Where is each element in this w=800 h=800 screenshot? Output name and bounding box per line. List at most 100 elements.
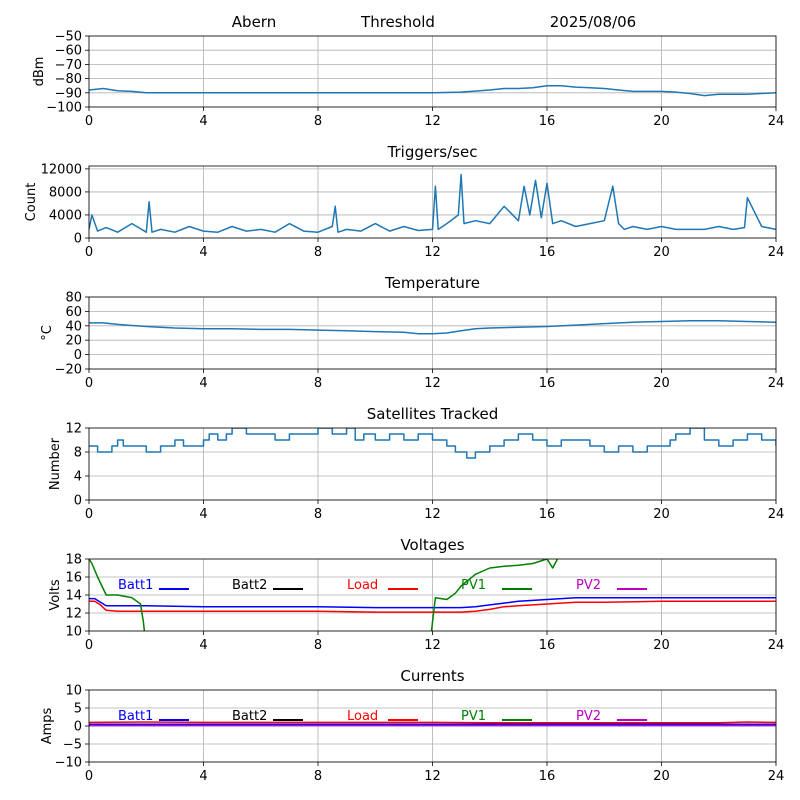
y-axis-label: dBm bbox=[32, 57, 47, 87]
y-tick-label: 40 bbox=[65, 319, 82, 334]
x-tick-label: 4 bbox=[199, 769, 207, 784]
chart-title-part: 2025/08/06 bbox=[550, 13, 636, 31]
x-tick-label: 20 bbox=[653, 507, 670, 522]
x-tick-label: 8 bbox=[314, 638, 322, 653]
series-line-load bbox=[89, 600, 776, 613]
x-tick-label: 12 bbox=[424, 245, 441, 260]
chart-title: Triggers/sec bbox=[387, 143, 478, 161]
x-tick-label: 16 bbox=[539, 507, 556, 522]
x-tick-label: 24 bbox=[768, 638, 785, 653]
legend-label: PV2 bbox=[576, 709, 601, 724]
x-tick-label: 16 bbox=[539, 638, 556, 653]
y-tick-label: 8 bbox=[74, 446, 82, 461]
x-tick-label: 12 bbox=[424, 376, 441, 391]
y-tick-label: 12 bbox=[65, 422, 82, 437]
legend-label: PV2 bbox=[576, 578, 601, 593]
x-tick-label: 4 bbox=[199, 507, 207, 522]
legend-label: Batt2 bbox=[232, 578, 267, 593]
x-tick-label: 24 bbox=[768, 769, 785, 784]
y-tick-label: 0 bbox=[74, 232, 82, 247]
y-tick-label: 20 bbox=[65, 334, 82, 349]
x-tick-label: 8 bbox=[314, 507, 322, 522]
x-tick-label: 8 bbox=[314, 769, 322, 784]
x-tick-label: 12 bbox=[424, 507, 441, 522]
y-tick-label: 18 bbox=[65, 553, 82, 568]
x-tick-label: 8 bbox=[314, 245, 322, 260]
y-tick-label: −20 bbox=[55, 363, 82, 378]
x-tick-label: 0 bbox=[85, 114, 93, 129]
legend-label: PV1 bbox=[461, 709, 486, 724]
chart-title: Temperature bbox=[384, 274, 480, 292]
x-tick-label: 24 bbox=[768, 507, 785, 522]
series-line-load bbox=[89, 721, 776, 724]
y-tick-label: 4 bbox=[74, 470, 82, 485]
x-tick-label: 20 bbox=[653, 638, 670, 653]
x-tick-label: 0 bbox=[85, 507, 93, 522]
chart-title: Satellites Tracked bbox=[367, 405, 498, 423]
x-tick-label: 4 bbox=[199, 376, 207, 391]
y-tick-label: −90 bbox=[55, 86, 82, 101]
chart-panel-6: 0 4 8 12 16 20 24 −10 −5 0 5 10 Amps Currents Batt1 Bat… bbox=[40, 667, 784, 784]
legend-label: Load bbox=[347, 578, 378, 593]
chart-title: Currents bbox=[400, 667, 464, 685]
chart-panel-1: 0 4 8 12 16 20 24 −100−90−80−70−60−50 dBm Abern Th… bbox=[32, 13, 784, 129]
y-tick-label: 12000 bbox=[41, 162, 82, 177]
y-tick-label: 10 bbox=[65, 625, 82, 640]
y-tick-label: 0 bbox=[74, 494, 82, 509]
legend-label: Batt1 bbox=[118, 709, 153, 724]
x-tick-label: 0 bbox=[85, 769, 93, 784]
x-tick-label: 24 bbox=[768, 245, 785, 260]
y-tick-label: 10 bbox=[65, 684, 82, 699]
x-tick-label: 16 bbox=[539, 769, 556, 784]
x-tick-label: 20 bbox=[653, 114, 670, 129]
x-tick-label: 16 bbox=[539, 114, 556, 129]
series-line-pv1 bbox=[89, 559, 559, 631]
x-tick-label: 4 bbox=[199, 638, 207, 653]
x-tick-label: 8 bbox=[314, 376, 322, 391]
chart-title-part: Abern bbox=[232, 13, 276, 31]
y-axis-label: Count bbox=[24, 183, 39, 222]
x-tick-label: 24 bbox=[768, 376, 785, 391]
legend-label: Batt2 bbox=[232, 709, 267, 724]
y-tick-label: 60 bbox=[65, 305, 82, 320]
series-line-batt1 bbox=[89, 596, 776, 609]
chart-title-part: Threshold bbox=[360, 13, 435, 31]
y-tick-label: −5 bbox=[63, 738, 82, 753]
y-tick-label: 16 bbox=[65, 571, 82, 586]
y-tick-label: 5 bbox=[74, 702, 82, 717]
x-tick-label: 16 bbox=[539, 376, 556, 391]
series-line-1 bbox=[89, 320, 776, 335]
x-tick-label: 20 bbox=[653, 769, 670, 784]
chart-title: Voltages bbox=[400, 536, 464, 554]
y-tick-label: 0 bbox=[74, 348, 82, 363]
x-tick-label: 0 bbox=[85, 245, 93, 260]
y-tick-label: 4000 bbox=[49, 208, 82, 223]
x-tick-label: 24 bbox=[768, 114, 785, 129]
x-tick-label: 0 bbox=[85, 376, 93, 391]
legend-label: Batt1 bbox=[118, 578, 153, 593]
y-tick-label: 14 bbox=[65, 589, 82, 604]
y-tick-label: 80 bbox=[65, 291, 82, 306]
legend-label: Load bbox=[347, 709, 378, 724]
series-line-1 bbox=[89, 84, 776, 97]
y-tick-label: −100 bbox=[46, 101, 82, 116]
x-tick-label: 4 bbox=[199, 114, 207, 129]
legend-label: PV1 bbox=[461, 578, 486, 593]
x-tick-label: 20 bbox=[653, 376, 670, 391]
y-axis-label: Amps bbox=[40, 707, 55, 744]
x-tick-label: 12 bbox=[424, 114, 441, 129]
y-tick-label: −10 bbox=[55, 756, 82, 771]
x-tick-label: 8 bbox=[314, 114, 322, 129]
x-tick-label: 12 bbox=[424, 769, 441, 784]
x-tick-label: 20 bbox=[653, 245, 670, 260]
y-axis-label: °C bbox=[40, 325, 55, 341]
x-tick-label: 12 bbox=[424, 638, 441, 653]
series-line-1 bbox=[89, 428, 776, 459]
y-tick-label: 0 bbox=[74, 720, 82, 735]
x-tick-label: 0 bbox=[85, 638, 93, 653]
